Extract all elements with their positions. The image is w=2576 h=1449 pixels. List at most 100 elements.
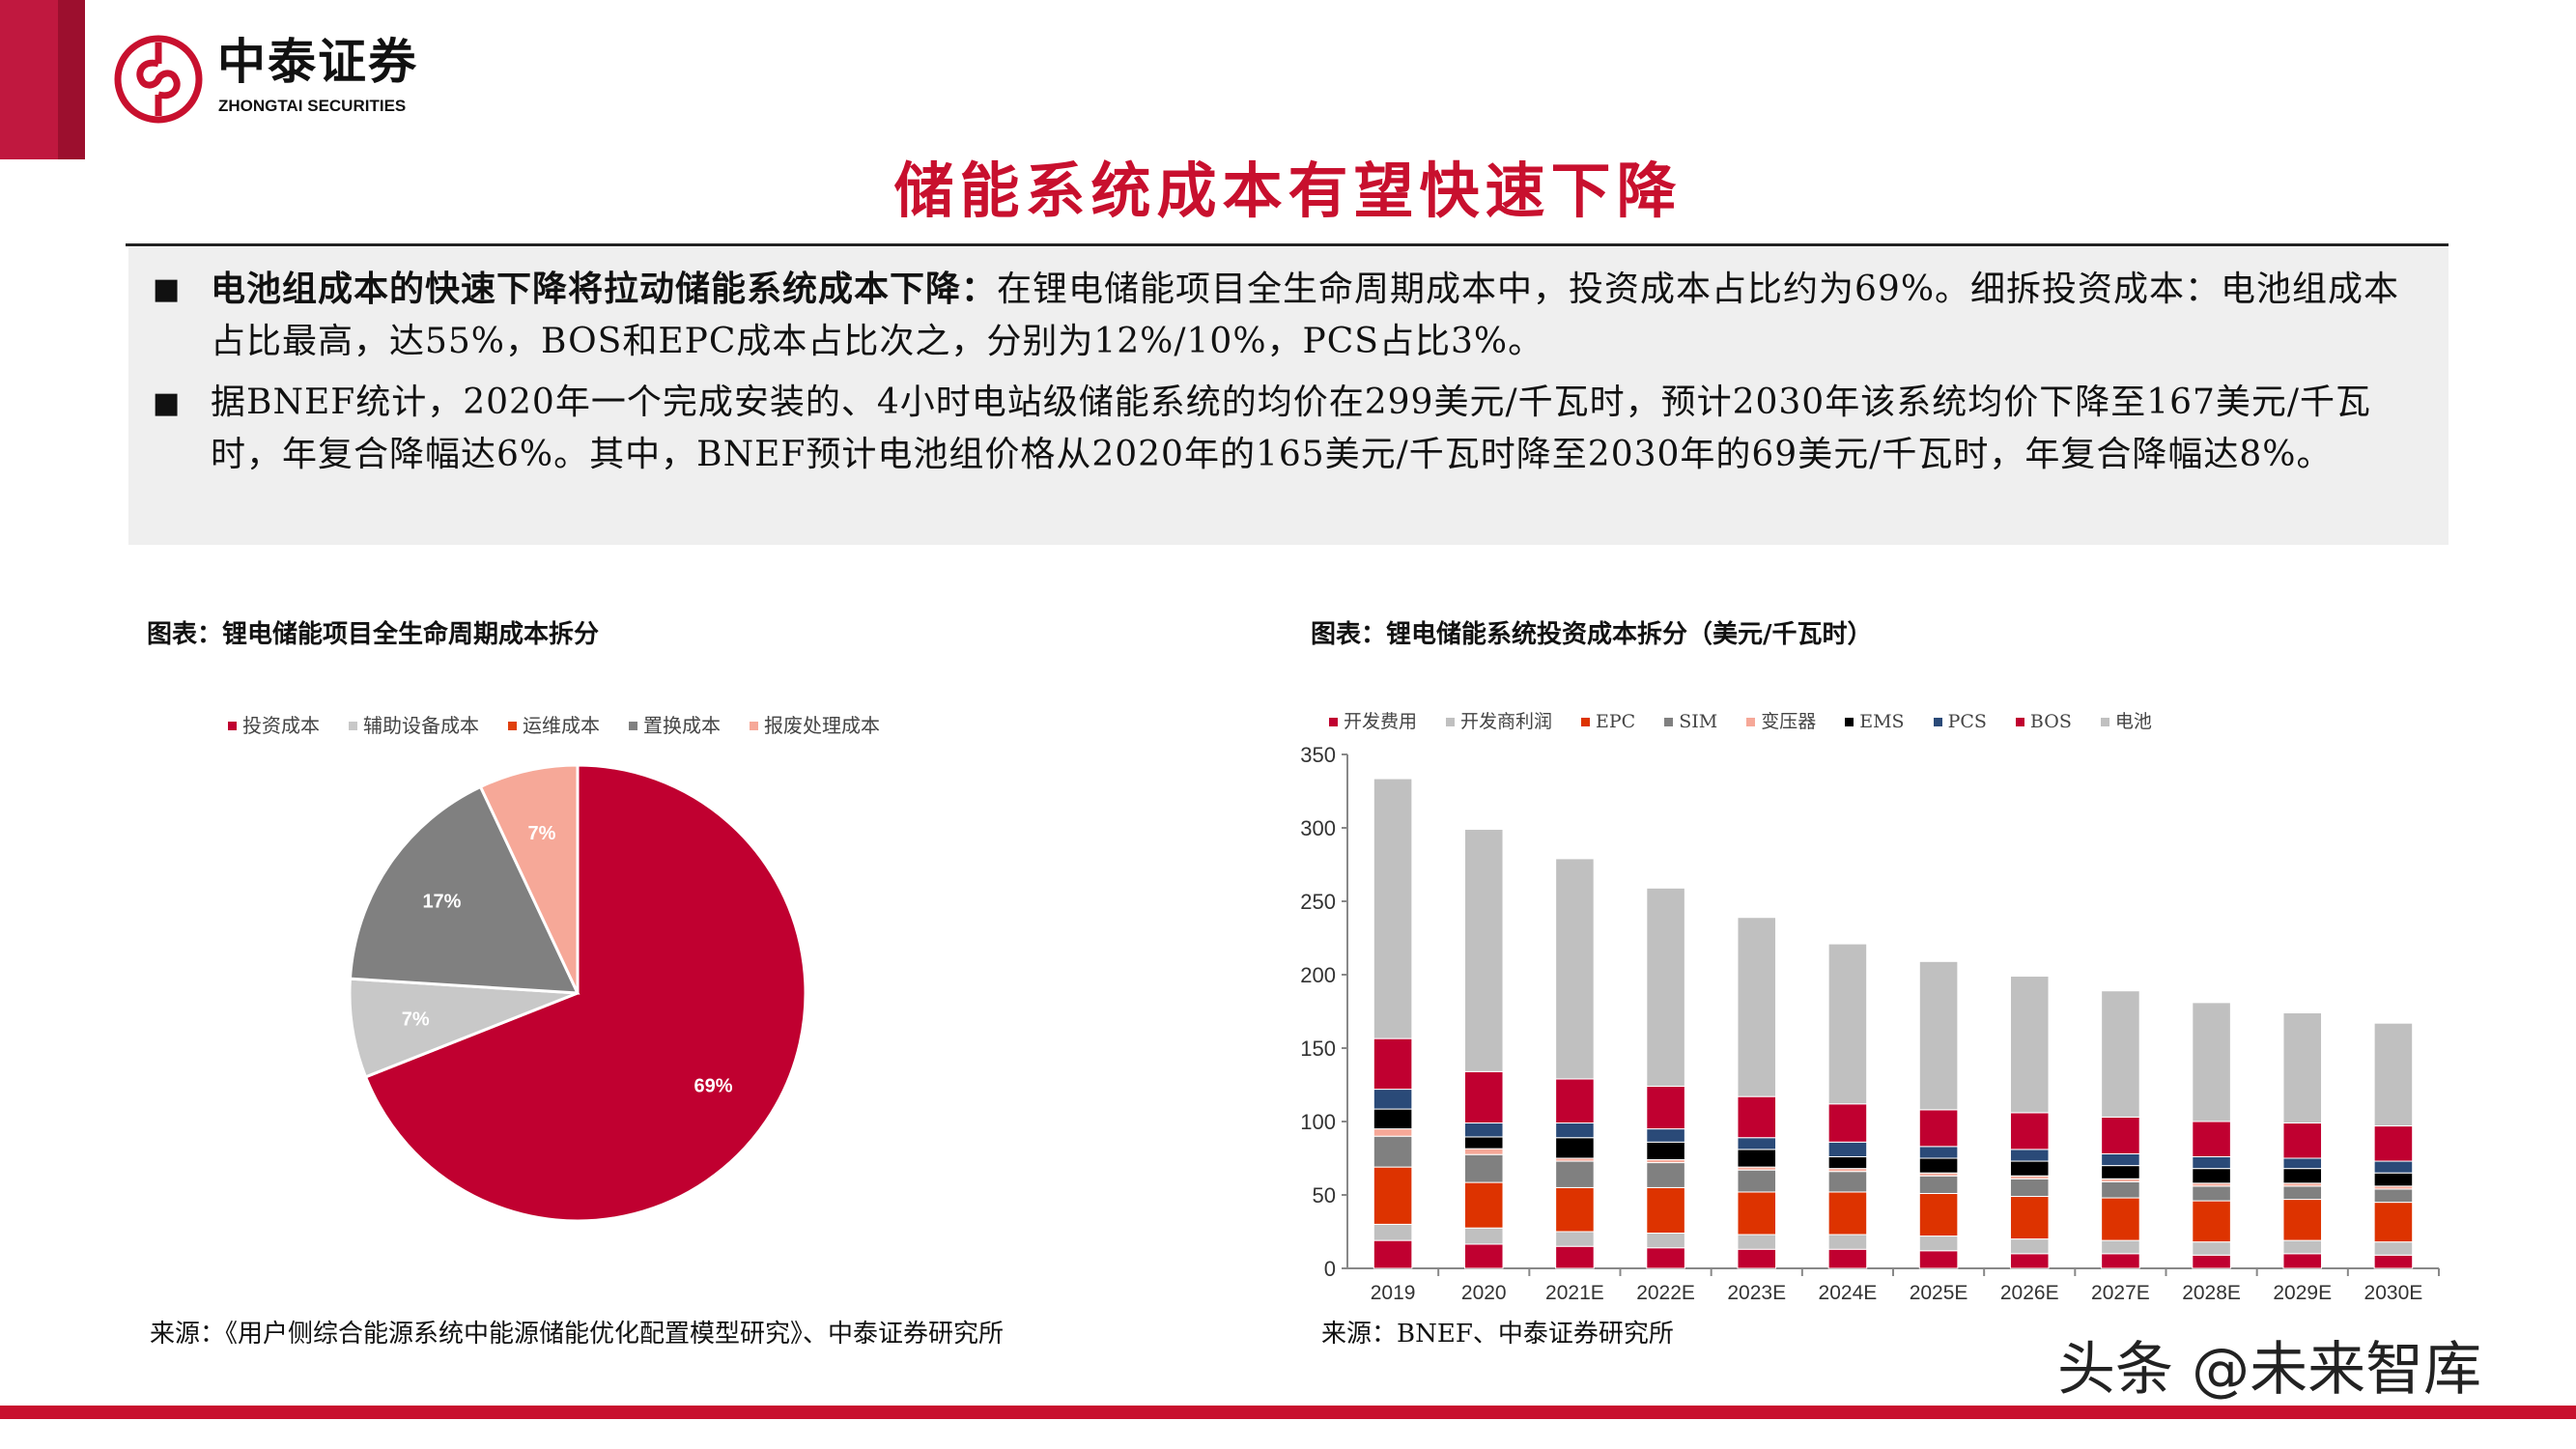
pie-slice — [348, 977, 579, 1079]
x-tick-label: 2027E — [2091, 1282, 2150, 1304]
bar-segment-开发商利润 — [2282, 1239, 2323, 1255]
bullet-paragraph-1: 电池组成本的快速下降将拉动储能系统成本下降：在锂电储能项目全生命周期成本中，投资… — [211, 263, 2432, 368]
bar-segment-开发商利润 — [2373, 1241, 2414, 1256]
x-tick-label: 2021E — [1545, 1282, 1604, 1304]
legend-swatch — [1845, 717, 1854, 726]
bar-segment-开发费用 — [1555, 1245, 1595, 1269]
x-tick-label: 2019 — [1371, 1282, 1416, 1304]
bar-segment-EPC — [2373, 1202, 2414, 1243]
bar-segment-EMS — [2192, 1168, 2231, 1184]
bar-segment-开发商利润 — [2192, 1241, 2231, 1256]
bar-segment-EPC — [1737, 1191, 1777, 1236]
x-tick-label: 2022E — [1636, 1282, 1695, 1304]
legend-swatch — [349, 721, 357, 730]
stacked-bar-chart: 0 50 100 150 200 250 300 350 2019 2020 2021E 2022E 2… — [1300, 743, 2440, 1304]
bar-segment-BOS — [1827, 1103, 1868, 1143]
header-accent-bar-dark — [58, 0, 85, 159]
legend-swatch — [508, 721, 517, 730]
bar-segment-BOS — [1737, 1095, 1777, 1139]
legend-label: 变压器 — [1761, 711, 1817, 732]
bar-segment-PCS — [1827, 1141, 1868, 1157]
bar-segment-电池 — [1555, 858, 1595, 1080]
watermark: 头条 @未来智库 — [2057, 1336, 2482, 1404]
pie-legend-item: 置换成本 — [629, 713, 721, 738]
bar-segment-BOS — [2373, 1125, 2414, 1162]
bar-legend-item: PCS — [1933, 709, 1987, 734]
pie-chart-title: 图表：锂电储能项目全生命周期成本拆分 — [147, 620, 600, 649]
pie-slice-label: 7% — [527, 823, 555, 844]
bar-segment-EPC — [1555, 1186, 1595, 1233]
bar-segment-EPC — [2282, 1199, 2323, 1241]
legend-label: 运维成本 — [523, 714, 600, 737]
y-tick-label: 0 — [1324, 1257, 1336, 1281]
bar-segment-开发费用 — [1827, 1248, 1868, 1269]
legend-label: 报废处理成本 — [764, 714, 880, 737]
bar-segment-开发费用 — [1373, 1239, 1413, 1269]
bar-segment-开发费用 — [1737, 1248, 1777, 1269]
x-tick-label: 2028E — [2182, 1282, 2241, 1304]
legend-swatch — [629, 721, 637, 730]
bar-segment-EMS — [2373, 1172, 2414, 1187]
legend-swatch — [1933, 717, 1942, 726]
legend-label: 投资成本 — [242, 714, 320, 737]
legend-swatch — [1664, 717, 1674, 726]
bar-legend-item: SIM — [1664, 709, 1717, 734]
legend-swatch — [1446, 717, 1456, 726]
bar-segment-EPC — [1827, 1191, 1868, 1236]
y-tick-label: 100 — [1300, 1110, 1336, 1134]
footer-accent-line — [0, 1406, 2576, 1419]
bar-segment-EMS — [2282, 1168, 2323, 1184]
bar-segment-开发费用 — [1918, 1250, 1959, 1269]
bar-segment-EPC — [1646, 1186, 1685, 1235]
bar-segment-变压器 — [1463, 1148, 1504, 1155]
bar-segment-PCS — [1646, 1128, 1685, 1143]
pie-legend-item: 运维成本 — [508, 713, 600, 738]
bar-segment-BOS — [2009, 1112, 2050, 1151]
bar-segment-SIM — [2009, 1178, 2050, 1198]
bar-segment-电池 — [1373, 778, 1413, 1039]
x-tick-label: 2024E — [1819, 1282, 1878, 1304]
bar-segment-开发商利润 — [1737, 1234, 1777, 1250]
bar-segment-EMS — [1463, 1136, 1504, 1150]
bar-segment-电池 — [2373, 1022, 2414, 1127]
bar-segment-PCS — [2373, 1160, 2414, 1174]
pie-legend: 投资成本 辅助设备成本 运维成本 置换成本 报废处理成本 — [228, 713, 909, 738]
bar-segment-开发费用 — [1646, 1247, 1685, 1269]
x-tick-label: 2025E — [1910, 1282, 1968, 1304]
bar-segment-EPC — [1463, 1181, 1504, 1229]
bar-segment-BOS — [2282, 1122, 2323, 1159]
bar-segment-变压器 — [1373, 1128, 1413, 1137]
legend-label: 辅助设备成本 — [363, 714, 479, 737]
bar-segment-BOS — [1918, 1109, 1959, 1148]
bar-segment-开发商利润 — [1463, 1227, 1504, 1245]
bar-segment-SIM — [1737, 1169, 1777, 1193]
pie-legend-item: 辅助设备成本 — [349, 713, 479, 738]
bar-segment-PCS — [1918, 1146, 1959, 1159]
bullet-paragraph-2: 据BNEF统计，2020年一个完成安装的、4小时电站级储能系统的均价在299美元… — [211, 377, 2432, 481]
bar-segment-开发费用 — [2373, 1254, 2414, 1269]
x-tick-label: 2030E — [2364, 1282, 2423, 1304]
y-tick-label: 200 — [1300, 963, 1336, 987]
bar-segment-开发商利润 — [2009, 1238, 2050, 1255]
x-tick-label: 2023E — [1727, 1282, 1786, 1304]
legend-label: 置换成本 — [643, 714, 721, 737]
bar-segment-EPC — [2101, 1197, 2140, 1241]
bar-segment-EMS — [1827, 1155, 1868, 1170]
bar-segment-PCS — [2009, 1149, 2050, 1162]
zhongtai-logo-icon — [114, 35, 203, 124]
x-tick-label: 2026E — [2000, 1282, 2059, 1304]
bar-segment-SIM — [1555, 1160, 1595, 1188]
bar-segment-EPC — [2009, 1196, 2050, 1240]
pie-chart: 69% 7% 17% 7% — [348, 763, 807, 1223]
legend-label: EPC — [1596, 711, 1636, 732]
pie-legend-item: 报废处理成本 — [750, 713, 880, 738]
bar-segment-电池 — [2009, 976, 2050, 1114]
x-tick-label: 2029E — [2273, 1282, 2332, 1304]
pie-slice-label: 17% — [422, 891, 461, 912]
legend-swatch — [228, 721, 237, 730]
bar-legend-item: 变压器 — [1746, 709, 1816, 734]
legend-label: 开发商利润 — [1460, 711, 1553, 732]
bar-segment-电池 — [1737, 917, 1777, 1097]
bar-segment-PCS — [1737, 1137, 1777, 1151]
bullet-marker: ■ — [153, 272, 181, 306]
